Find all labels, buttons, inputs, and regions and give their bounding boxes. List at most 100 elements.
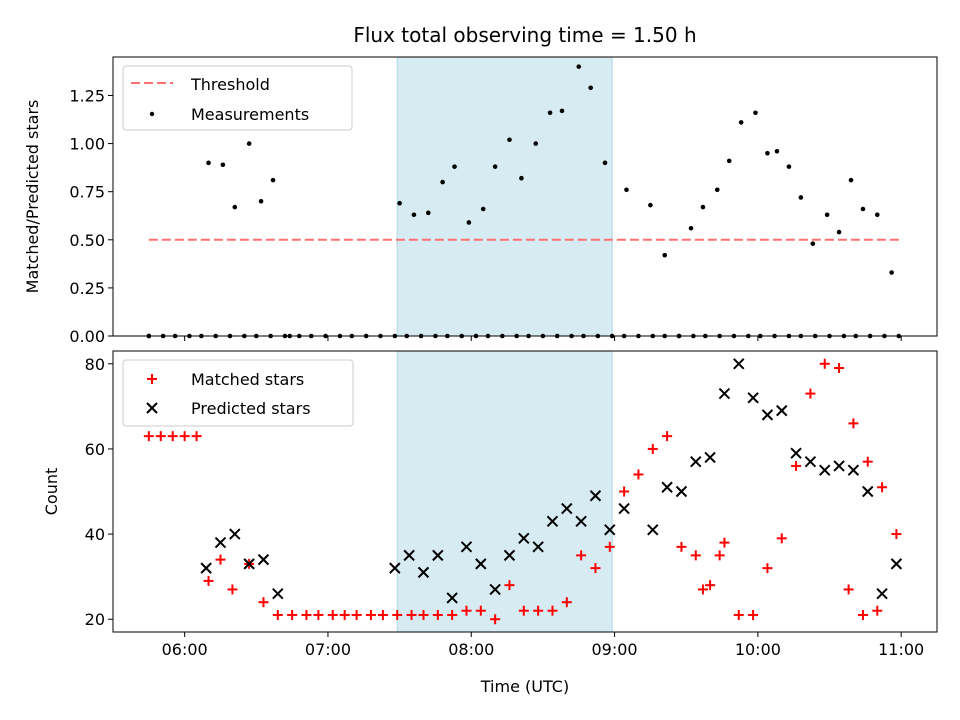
measurement-point	[662, 252, 668, 258]
matched-star-point	[518, 605, 529, 616]
matched-star-point	[834, 363, 845, 374]
predicted-star-point	[200, 562, 212, 574]
matched-star-point	[167, 431, 178, 442]
matched-star-point	[272, 609, 283, 620]
matched-star-point	[690, 550, 701, 561]
matched-star-point	[819, 358, 830, 369]
matched-star-point	[619, 486, 630, 497]
bottom-series-layer	[143, 358, 903, 625]
legend-matched-symbol	[147, 374, 157, 384]
measurement-point	[466, 220, 472, 225]
measurement-point	[258, 199, 264, 204]
matched-star-point	[590, 563, 601, 574]
matched-star-point	[406, 609, 417, 620]
predicted-star-point	[272, 587, 284, 600]
matched-star-point	[748, 609, 759, 620]
measurement-point	[411, 212, 417, 218]
matched-star-point	[719, 537, 730, 548]
measurement-point	[688, 225, 694, 231]
matched-star-point	[714, 550, 725, 561]
matched-star-point	[432, 609, 443, 620]
measurement-point	[738, 120, 744, 125]
predicted-star-point	[847, 464, 860, 476]
matched-star-point	[791, 460, 802, 471]
matched-star-point	[872, 605, 883, 616]
y-tick-label: 0.75	[69, 183, 105, 202]
top-y-ticks: 0.00 0.25 0.50 0.75 1.00 1.25	[69, 86, 113, 346]
matched-star-point	[633, 469, 644, 480]
matched-star-point	[857, 609, 868, 620]
measurement-point	[624, 187, 629, 193]
y-tick-label: 80	[85, 355, 105, 374]
matched-star-point	[504, 580, 515, 591]
predicted-star-point	[518, 532, 530, 545]
matched-star-point	[533, 605, 544, 616]
matched-star-point	[461, 605, 472, 616]
predicted-star-point	[647, 524, 659, 536]
predicted-star-point	[718, 387, 731, 400]
matched-star-point	[848, 418, 859, 429]
measurement-point	[786, 164, 792, 169]
predicted-star-point	[704, 451, 716, 464]
matched-star-point	[490, 614, 501, 625]
matched-star-point	[877, 482, 888, 493]
matched-star-point	[447, 609, 458, 620]
matched-star-point	[733, 609, 744, 620]
predicted-star-point	[489, 583, 501, 596]
matched-star-point	[258, 597, 269, 608]
matched-star-point	[418, 609, 429, 620]
matched-star-point	[843, 584, 854, 595]
measurement-point	[726, 158, 732, 164]
measurement-point	[774, 148, 780, 154]
predicted-star-point	[229, 528, 241, 540]
predicted-star-point	[833, 460, 845, 472]
top-x-ticks	[184, 336, 902, 341]
measurement-point	[246, 141, 252, 146]
predicted-star-point	[417, 566, 430, 579]
matched-star-point	[762, 563, 773, 574]
measurement-point	[889, 270, 894, 275]
predicted-star-point	[575, 515, 587, 528]
top-y-axis-label: Matched/Predicted stars	[23, 100, 42, 294]
x-tick-label: 09:00	[592, 640, 638, 659]
legend-measurements-label: Measurements	[191, 105, 309, 124]
y-tick-label: 1.25	[69, 86, 105, 105]
x-tick-label: 10:00	[735, 640, 781, 659]
matched-star-point	[301, 609, 312, 620]
matched-star-point	[705, 580, 716, 591]
y-tick-label: 40	[85, 525, 105, 544]
measurement-point	[765, 150, 770, 156]
matched-star-point	[203, 575, 214, 586]
predicted-star-point	[503, 549, 516, 562]
matched-star-point	[561, 597, 572, 608]
predicted-star-point	[589, 490, 602, 502]
measurement-point	[220, 162, 226, 168]
predicted-star-point	[876, 587, 888, 600]
bottom-axes-frame	[112, 350, 938, 633]
matched-star-point	[191, 431, 202, 442]
matched-star-point	[604, 541, 615, 552]
measurement-point	[874, 212, 880, 218]
matched-star-point	[313, 609, 324, 620]
measurement-point	[206, 160, 211, 166]
measurement-point	[425, 210, 431, 216]
predicted-star-point	[776, 404, 788, 417]
measurement-point	[547, 110, 553, 116]
predicted-star-point	[862, 485, 874, 498]
matched-star-point	[647, 443, 658, 454]
measurement-point	[860, 206, 866, 212]
bottom-x-ticks: 06:00 07:00 08:00 09:00 10:00 11:00	[162, 632, 924, 659]
x-axis-label: Time (UTC)	[480, 677, 569, 696]
y-tick-label: 60	[85, 440, 105, 459]
legend-predicted-symbol	[146, 402, 158, 414]
y-tick-label: 0.50	[69, 231, 105, 250]
measurement-point	[576, 64, 582, 69]
matched-star-point	[697, 584, 708, 595]
y-tick-label: 20	[85, 610, 105, 629]
predicted-star-point	[403, 549, 415, 562]
predicted-star-point	[618, 502, 630, 515]
measurement-point	[397, 200, 402, 206]
predicted-star-point	[532, 541, 544, 553]
